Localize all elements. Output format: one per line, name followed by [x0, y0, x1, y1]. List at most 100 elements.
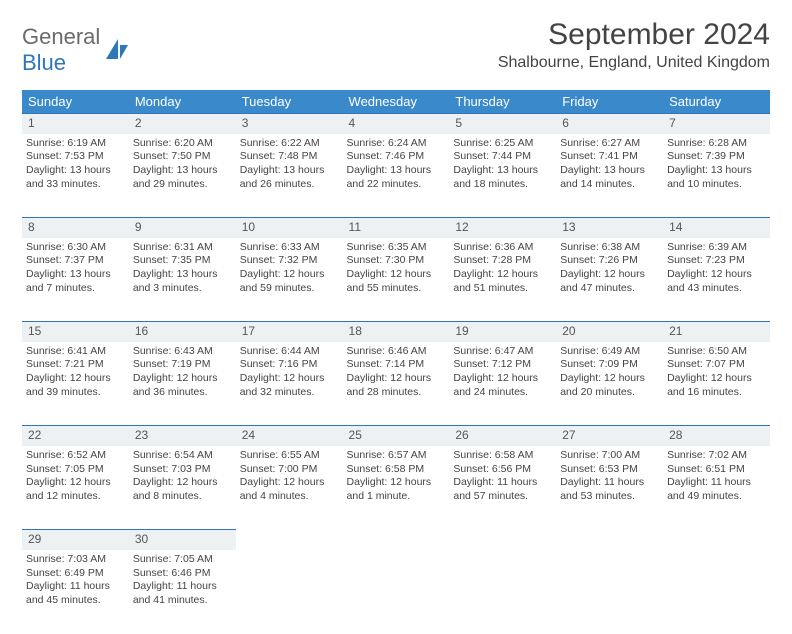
day-cell: Sunrise: 6:44 AMSunset: 7:16 PMDaylight:… [236, 342, 343, 426]
day-cell: Sunrise: 6:25 AMSunset: 7:44 PMDaylight:… [449, 134, 556, 218]
sunset-line: Sunset: 7:09 PM [560, 358, 659, 372]
day-cell [663, 550, 770, 634]
day-cell: Sunrise: 6:58 AMSunset: 6:56 PMDaylight:… [449, 446, 556, 530]
day-content-row: Sunrise: 6:41 AMSunset: 7:21 PMDaylight:… [22, 342, 770, 426]
daylight-line: Daylight: 12 hours [667, 268, 766, 282]
daylight-line: Daylight: 12 hours [240, 372, 339, 386]
daylight-line: and 43 minutes. [667, 282, 766, 296]
sunrise-line: Sunrise: 6:30 AM [26, 241, 125, 255]
sunset-line: Sunset: 7:44 PM [453, 150, 552, 164]
daylight-line: Daylight: 13 hours [133, 164, 232, 178]
day-cell [236, 550, 343, 634]
day-cell: Sunrise: 6:30 AMSunset: 7:37 PMDaylight:… [22, 238, 129, 322]
daylight-line: and 28 minutes. [347, 386, 446, 400]
sunrise-line: Sunrise: 6:31 AM [133, 241, 232, 255]
location: Shalbourne, England, United Kingdom [498, 54, 770, 72]
daylight-line: and 39 minutes. [26, 386, 125, 400]
day-number-cell: 4 [343, 114, 450, 134]
daylight-line: and 8 minutes. [133, 490, 232, 504]
day-cell: Sunrise: 6:27 AMSunset: 7:41 PMDaylight:… [556, 134, 663, 218]
daylight-line: Daylight: 12 hours [26, 372, 125, 386]
day-number-cell: 9 [129, 218, 236, 238]
sunrise-line: Sunrise: 6:50 AM [667, 345, 766, 359]
day-cell: Sunrise: 6:57 AMSunset: 6:58 PMDaylight:… [343, 446, 450, 530]
logo-word-blue: Blue [22, 50, 66, 75]
dayname-row: Sunday Monday Tuesday Wednesday Thursday… [22, 90, 770, 114]
daylight-line: and 12 minutes. [26, 490, 125, 504]
day-number-cell [556, 530, 663, 550]
sunset-line: Sunset: 7:39 PM [667, 150, 766, 164]
day-number-cell: 23 [129, 426, 236, 446]
day-number-cell: 18 [343, 322, 450, 342]
sunrise-line: Sunrise: 6:54 AM [133, 449, 232, 463]
daylight-line: Daylight: 13 hours [667, 164, 766, 178]
day-cell: Sunrise: 6:52 AMSunset: 7:05 PMDaylight:… [22, 446, 129, 530]
sunset-line: Sunset: 7:16 PM [240, 358, 339, 372]
daylight-line: Daylight: 13 hours [26, 268, 125, 282]
sunset-line: Sunset: 7:35 PM [133, 254, 232, 268]
sunrise-line: Sunrise: 7:03 AM [26, 553, 125, 567]
daynum-row: 2930 [22, 530, 770, 550]
daylight-line: and 16 minutes. [667, 386, 766, 400]
daylight-line: Daylight: 12 hours [133, 476, 232, 490]
daylight-line: and 26 minutes. [240, 178, 339, 192]
sunrise-line: Sunrise: 6:43 AM [133, 345, 232, 359]
day-number-cell: 30 [129, 530, 236, 550]
dayname: Monday [129, 90, 236, 114]
sunset-line: Sunset: 7:00 PM [240, 463, 339, 477]
day-number-cell: 3 [236, 114, 343, 134]
sunrise-line: Sunrise: 6:46 AM [347, 345, 446, 359]
sunset-line: Sunset: 7:03 PM [133, 463, 232, 477]
sunset-line: Sunset: 6:46 PM [133, 567, 232, 581]
daylight-line: and 3 minutes. [133, 282, 232, 296]
day-cell: Sunrise: 6:19 AMSunset: 7:53 PMDaylight:… [22, 134, 129, 218]
sunset-line: Sunset: 6:56 PM [453, 463, 552, 477]
daylight-line: Daylight: 11 hours [667, 476, 766, 490]
sunset-line: Sunset: 6:51 PM [667, 463, 766, 477]
month-title: September 2024 [498, 18, 770, 52]
daylight-line: and 41 minutes. [133, 594, 232, 608]
day-cell: Sunrise: 6:24 AMSunset: 7:46 PMDaylight:… [343, 134, 450, 218]
day-cell [343, 550, 450, 634]
daylight-line: and 1 minute. [347, 490, 446, 504]
sunrise-line: Sunrise: 6:55 AM [240, 449, 339, 463]
sunrise-line: Sunrise: 6:41 AM [26, 345, 125, 359]
sunrise-line: Sunrise: 6:33 AM [240, 241, 339, 255]
day-cell: Sunrise: 6:43 AMSunset: 7:19 PMDaylight:… [129, 342, 236, 426]
sunrise-line: Sunrise: 6:20 AM [133, 137, 232, 151]
sunset-line: Sunset: 7:12 PM [453, 358, 552, 372]
daylight-line: and 7 minutes. [26, 282, 125, 296]
sunset-line: Sunset: 7:48 PM [240, 150, 339, 164]
sunrise-line: Sunrise: 6:28 AM [667, 137, 766, 151]
sunrise-line: Sunrise: 6:38 AM [560, 241, 659, 255]
day-cell: Sunrise: 6:55 AMSunset: 7:00 PMDaylight:… [236, 446, 343, 530]
sunrise-line: Sunrise: 6:35 AM [347, 241, 446, 255]
dayname: Sunday [22, 90, 129, 114]
day-number-cell [236, 530, 343, 550]
day-number-cell: 24 [236, 426, 343, 446]
title-block: September 2024 Shalbourne, England, Unit… [498, 18, 770, 72]
daylight-line: and 47 minutes. [560, 282, 659, 296]
daylight-line: Daylight: 12 hours [667, 372, 766, 386]
day-cell: Sunrise: 6:38 AMSunset: 7:26 PMDaylight:… [556, 238, 663, 322]
sunrise-line: Sunrise: 6:49 AM [560, 345, 659, 359]
sunrise-line: Sunrise: 7:05 AM [133, 553, 232, 567]
day-cell: Sunrise: 7:00 AMSunset: 6:53 PMDaylight:… [556, 446, 663, 530]
day-number-cell [449, 530, 556, 550]
day-number-cell: 14 [663, 218, 770, 238]
sunrise-line: Sunrise: 6:36 AM [453, 241, 552, 255]
day-cell: Sunrise: 6:47 AMSunset: 7:12 PMDaylight:… [449, 342, 556, 426]
daylight-line: Daylight: 12 hours [560, 268, 659, 282]
daylight-line: Daylight: 13 hours [240, 164, 339, 178]
header: General Blue September 2024 Shalbourne, … [22, 18, 770, 76]
day-cell: Sunrise: 7:03 AMSunset: 6:49 PMDaylight:… [22, 550, 129, 634]
daynum-row: 1234567 [22, 114, 770, 134]
day-number-cell: 28 [663, 426, 770, 446]
daylight-line: Daylight: 11 hours [453, 476, 552, 490]
day-cell: Sunrise: 7:02 AMSunset: 6:51 PMDaylight:… [663, 446, 770, 530]
daylight-line: and 57 minutes. [453, 490, 552, 504]
dayname: Friday [556, 90, 663, 114]
day-cell: Sunrise: 7:05 AMSunset: 6:46 PMDaylight:… [129, 550, 236, 634]
sunset-line: Sunset: 7:19 PM [133, 358, 232, 372]
daylight-line: and 10 minutes. [667, 178, 766, 192]
